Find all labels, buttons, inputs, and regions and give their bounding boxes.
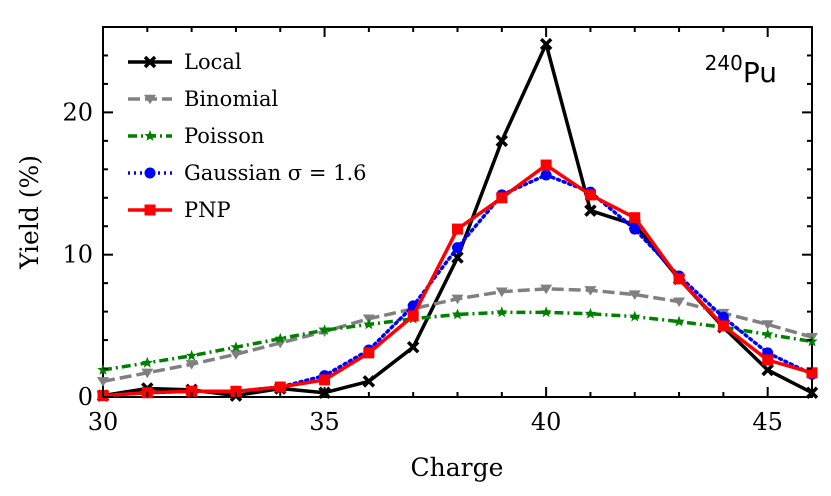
data-point [496, 306, 508, 318]
data-point [539, 37, 553, 51]
legend-label: PNP [184, 198, 231, 222]
data-point [584, 204, 597, 217]
data-point [629, 212, 641, 224]
legend-label: Binomial [184, 87, 278, 111]
data-point [229, 350, 242, 360]
legend-marker [143, 55, 157, 69]
data-point [452, 223, 463, 235]
data-point [673, 315, 685, 327]
data-point [451, 308, 464, 320]
isotope-element: Pu [743, 56, 777, 89]
x-tick-label: 30 [88, 408, 119, 436]
isotope-annotation: 240Pu [705, 51, 777, 89]
series-4 [97, 159, 818, 402]
x-tick-label: 40 [531, 408, 562, 436]
legend: Local Binomial Poisson Gaussian σ = 1.6 PNP [128, 50, 367, 222]
y-axis-label: Yield (%) [15, 155, 44, 270]
axis-ticks: 30 35 40 45 0 10 20 [62, 26, 813, 436]
data-point [319, 374, 331, 386]
data-point [274, 381, 286, 393]
data-point [230, 341, 242, 352]
y-tick-label: 0 [78, 383, 93, 411]
data-point [363, 318, 375, 330]
data-point [673, 297, 686, 308]
data-point [629, 310, 641, 322]
legend-entry: Gaussian σ = 1.6 [128, 161, 367, 185]
data-point [540, 159, 552, 171]
data-point [762, 354, 774, 366]
data-point [230, 385, 242, 397]
legend-marker [144, 204, 156, 216]
legend-entry: Binomial [128, 87, 278, 111]
legend-entry: Local [128, 50, 242, 74]
y-tick-label: 10 [62, 241, 93, 269]
data-point [495, 287, 508, 298]
data-point [452, 242, 463, 254]
data-point [761, 320, 774, 330]
data-point [97, 377, 109, 387]
series-1 [97, 284, 818, 387]
data-point [584, 286, 597, 296]
data-point [406, 340, 420, 354]
data-point [806, 367, 818, 379]
legend-entry: PNP [128, 198, 231, 222]
data-point [274, 338, 287, 349]
series-2 [97, 306, 818, 375]
legend-marker [144, 167, 156, 179]
legend-label: Local [184, 50, 242, 74]
data-point [274, 332, 286, 344]
data-point [629, 223, 641, 235]
legend-label: Poisson [184, 124, 264, 148]
data-point [673, 273, 685, 285]
data-point [185, 360, 198, 370]
data-point [496, 192, 508, 204]
legend-label: Gaussian σ = 1.6 [184, 161, 367, 185]
data-point [141, 356, 153, 368]
data-point [540, 284, 553, 295]
data-point [540, 169, 552, 181]
data-point [717, 320, 729, 332]
legend-marker [144, 130, 156, 141]
x-tick-label: 45 [752, 408, 783, 436]
data-point [495, 134, 509, 148]
x-tick-label: 35 [309, 408, 340, 436]
data-point [363, 347, 375, 359]
data-point [407, 310, 419, 322]
x-axis-label: Charge [411, 453, 504, 482]
data-point [762, 328, 774, 340]
data-point [451, 294, 464, 305]
isotope-mass-number: 240 [705, 51, 743, 75]
data-point [186, 385, 198, 397]
data-point [141, 368, 154, 379]
data-point [717, 311, 729, 323]
data-point [185, 349, 198, 361]
data-point [362, 375, 376, 388]
y-tick-label: 20 [62, 98, 93, 126]
data-point [584, 189, 596, 201]
series-line [102, 310, 813, 372]
data-point [318, 324, 331, 335]
data-point [628, 290, 641, 300]
data-point [584, 307, 597, 319]
legend-marker [144, 94, 156, 105]
data-point [761, 363, 774, 377]
data-point [540, 306, 552, 318]
legend-entry: Poisson [128, 124, 264, 148]
